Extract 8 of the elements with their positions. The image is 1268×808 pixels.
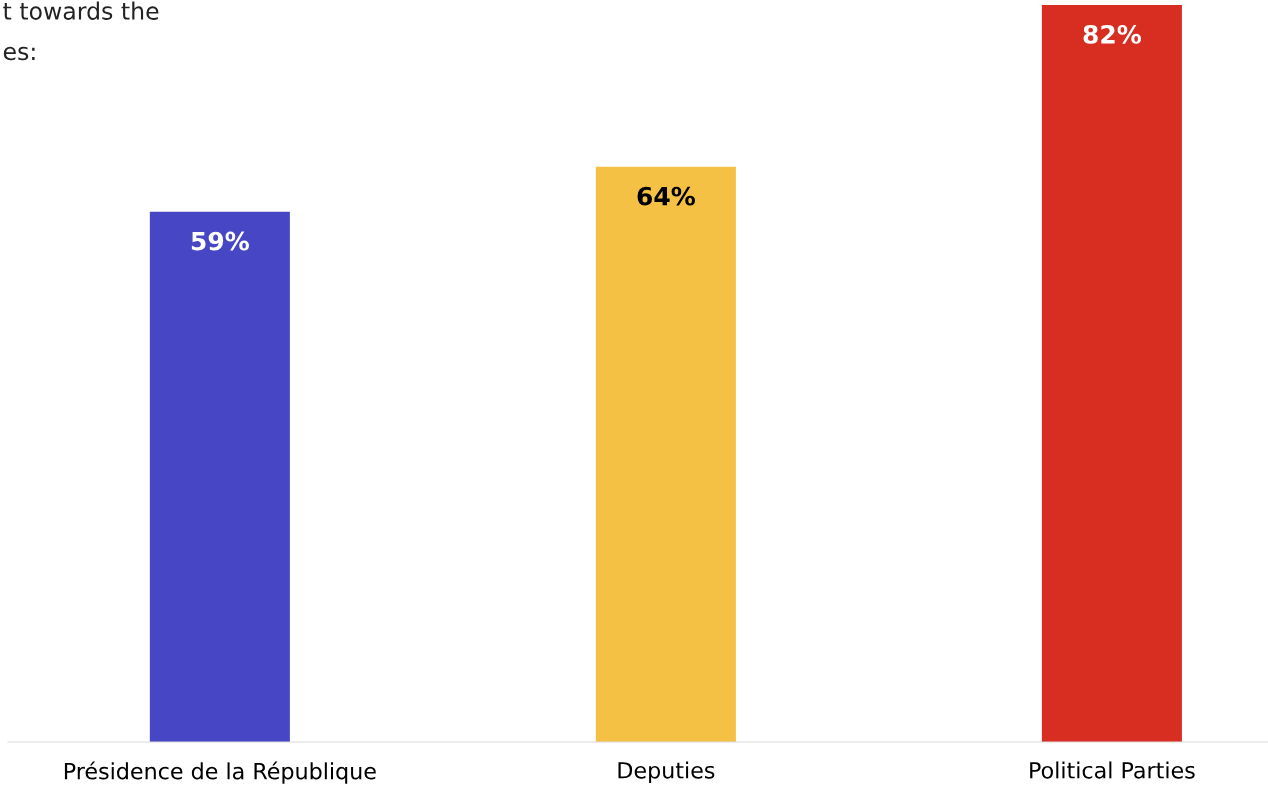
x-tick-label: Présidence de la République [64, 761, 376, 784]
annotation: es: [3, 46, 35, 61]
data-label: 59% [191, 231, 249, 251]
x-tick-label: Deputies [618, 761, 715, 783]
data-label: 64% [637, 186, 695, 206]
annotation: t towards the [3, 1, 159, 20]
x-tick-label: Political Parties [1030, 761, 1195, 779]
data-label: 82% [1083, 24, 1142, 44]
